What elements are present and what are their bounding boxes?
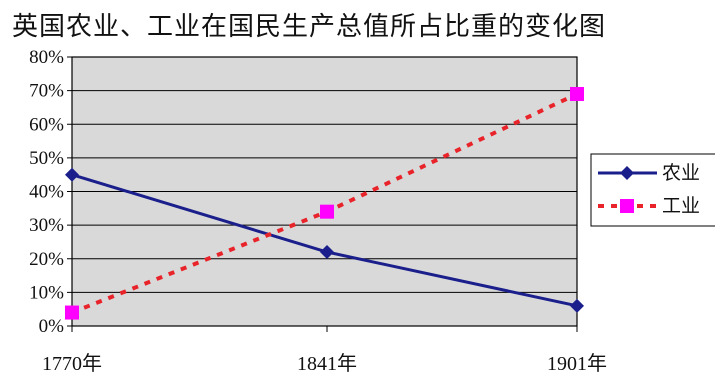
legend-box [590,153,715,227]
legend-label-1: 农业 [662,162,700,184]
data-point-1 [320,245,334,260]
x-tick-label: 1770年 [42,352,102,375]
y-tick-label: 50% [29,148,64,169]
data-point-1 [65,167,79,182]
chart-title: 英国农业、工业在国民生产总值所占比重的变化图 [12,12,607,42]
x-tick-label: 1901年 [547,352,607,375]
data-point-1 [570,298,584,313]
data-point-2 [320,204,334,219]
y-tick-label: 10% [29,282,64,303]
y-tick-label: 70% [29,81,64,102]
y-tick-label: 40% [29,182,64,203]
y-tick-label: 80% [29,47,64,68]
x-tick-label: 1841年 [297,352,357,375]
y-tick-label: 30% [29,215,64,236]
data-point-2 [65,305,79,320]
legend-marker-2 [620,199,634,213]
legend-marker-1 [620,166,634,180]
y-tick-label: 0% [39,316,65,337]
data-point-2 [570,86,584,101]
legend-label-2: 工业 [662,195,700,217]
y-tick-label: 60% [29,114,64,135]
y-tick-label: 20% [29,249,64,270]
